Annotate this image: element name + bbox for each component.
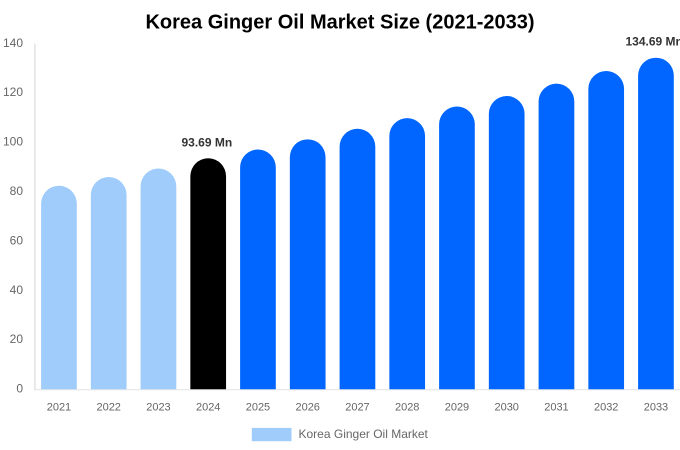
svg-text:2023: 2023 (146, 401, 170, 413)
svg-text:2033: 2033 (644, 401, 668, 413)
svg-text:2024: 2024 (196, 401, 220, 413)
svg-text:60: 60 (10, 233, 24, 247)
svg-text:80: 80 (10, 184, 24, 198)
svg-text:2031: 2031 (544, 401, 568, 413)
svg-text:134.69 Mn: 134.69 Mn (626, 34, 680, 48)
svg-text:93.69 Mn: 93.69 Mn (182, 135, 233, 149)
svg-text:2021: 2021 (47, 401, 71, 413)
svg-text:2027: 2027 (345, 401, 369, 413)
svg-text:140: 140 (3, 36, 23, 50)
svg-text:2030: 2030 (494, 401, 518, 413)
svg-text:2025: 2025 (246, 401, 270, 413)
svg-text:20: 20 (10, 332, 24, 346)
svg-text:2026: 2026 (295, 401, 319, 413)
svg-text:120: 120 (3, 85, 23, 99)
svg-text:40: 40 (10, 283, 24, 297)
svg-text:2022: 2022 (96, 401, 120, 413)
svg-text:2032: 2032 (594, 401, 618, 413)
svg-text:2029: 2029 (445, 401, 469, 413)
svg-text:0: 0 (16, 382, 23, 396)
svg-text:2028: 2028 (395, 401, 419, 413)
svg-text:Korea Ginger Oil Market: Korea Ginger Oil Market (299, 427, 429, 441)
svg-text:Korea Ginger Oil Market Size (: Korea Ginger Oil Market Size (2021-2033) (145, 12, 534, 34)
svg-text:100: 100 (3, 135, 23, 149)
